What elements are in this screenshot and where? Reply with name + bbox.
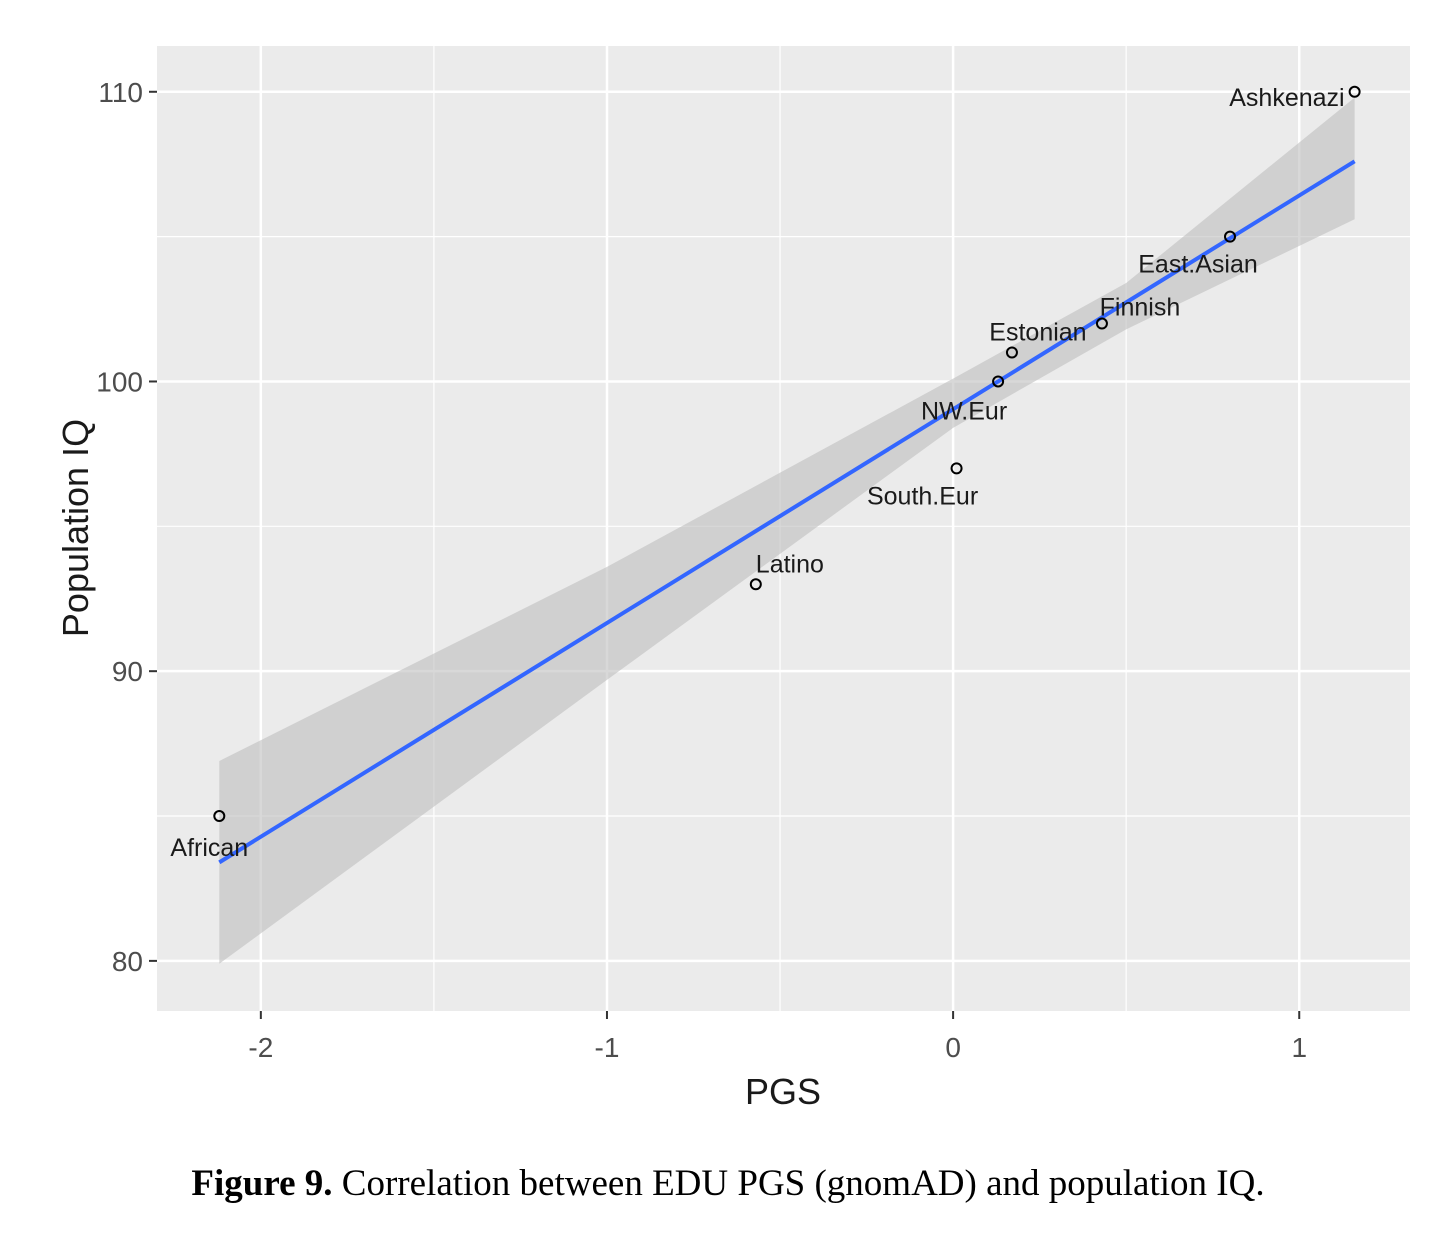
axis-ticks [149, 90, 1301, 1019]
x-axis-title: PGS [745, 1071, 821, 1112]
point-label: NW.Eur [921, 397, 1007, 425]
point-label: Finnish [1100, 294, 1181, 322]
data-point [749, 578, 762, 591]
y-tick-labels: 80 90 100 110 [96, 77, 143, 977]
x-tick-label: -2 [248, 1032, 273, 1063]
point-labels: African Latino South.Eur NW.Eur Estonian Finn… [170, 84, 1344, 862]
regression-line [218, 159, 1356, 865]
data-point [950, 462, 963, 475]
data-point [213, 810, 226, 823]
data-point [992, 375, 1005, 388]
point-label: Estonian [989, 319, 1086, 347]
data-point [1005, 346, 1018, 359]
y-tick-label: 90 [112, 656, 143, 687]
x-tick-label: 1 [1291, 1032, 1307, 1063]
data-point [1095, 317, 1108, 330]
data-point [1348, 85, 1361, 98]
point-label: Ashkenazi [1229, 84, 1344, 112]
x-tick-label: 0 [945, 1032, 961, 1063]
figure-caption: Figure 9. Correlation between EDU PGS (g… [0, 1162, 1456, 1205]
x-tick-label: -1 [595, 1032, 620, 1063]
point-label: African [170, 834, 248, 862]
y-axis-title: Population IQ [55, 419, 96, 637]
caption-text: Correlation between EDU PGS (gnomAD) and… [332, 1163, 1265, 1204]
caption-label: Figure 9. [191, 1163, 333, 1204]
y-tick-label: 100 [96, 366, 143, 397]
x-tick-labels: -2 -1 0 1 [248, 1032, 1307, 1063]
y-tick-label: 110 [98, 77, 143, 108]
confidence-band [219, 97, 1355, 964]
data-points [213, 85, 1361, 823]
point-label: South.Eur [867, 482, 978, 510]
point-label: Latino [756, 550, 824, 578]
point-label: East.Asian [1138, 251, 1258, 279]
data-point [1224, 230, 1237, 243]
y-tick-label: 80 [112, 946, 143, 977]
